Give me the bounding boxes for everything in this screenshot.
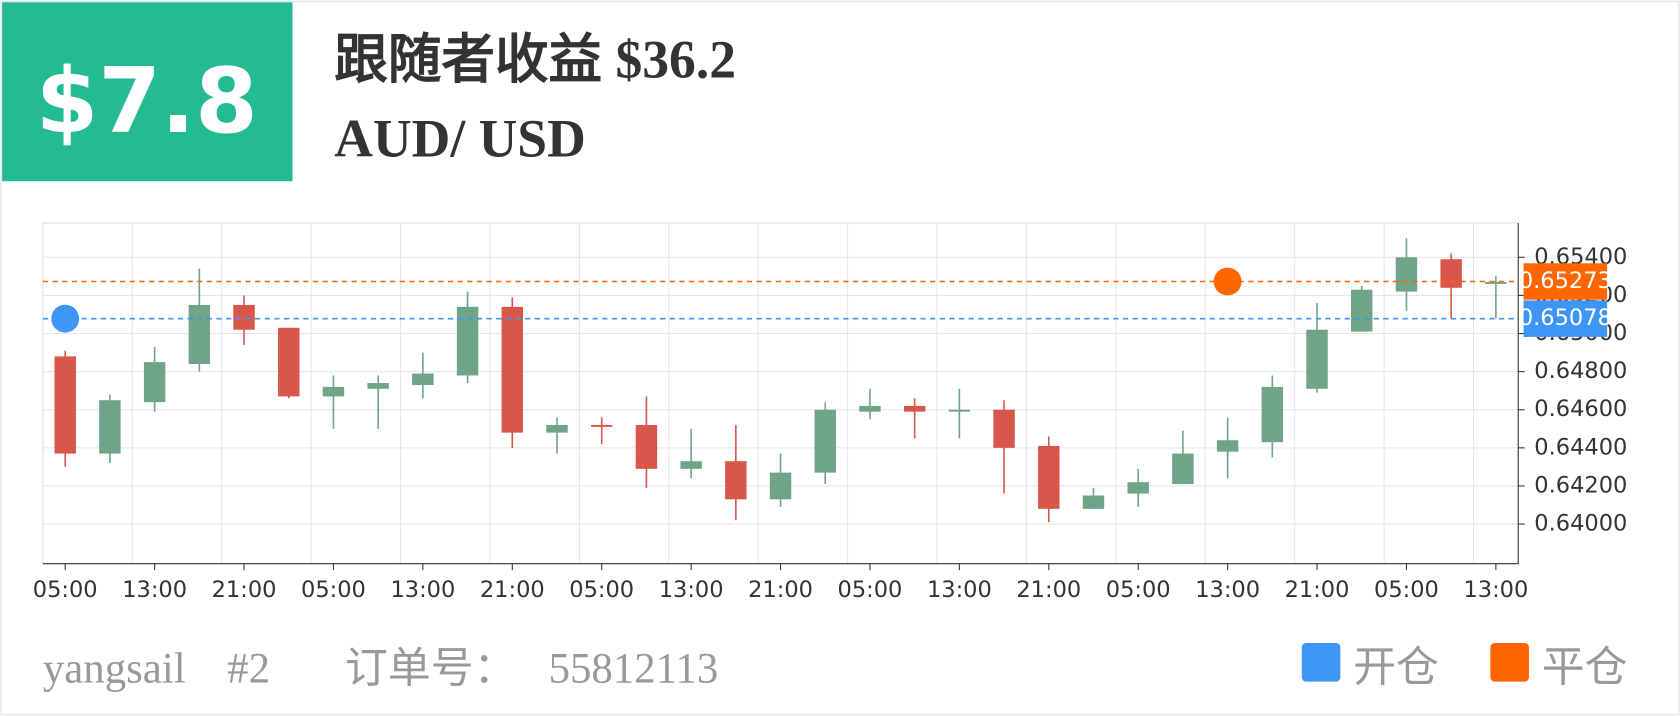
candle-body (1485, 282, 1507, 284)
x-tick-label: 05:00 (569, 577, 634, 603)
legend-label: 开仓 (1353, 645, 1439, 692)
x-tick-label: 05:00 (1106, 577, 1171, 603)
x-tick-label: 21:00 (748, 577, 813, 603)
y-tick-label: 0.64800 (1534, 358, 1627, 384)
candle-body (993, 409, 1015, 448)
x-tick-label: 13:00 (122, 577, 187, 603)
profit: $7.8 (36, 49, 258, 154)
x-tick-label: 21:00 (480, 577, 545, 603)
candle-body (501, 306, 524, 433)
candle-body (456, 306, 479, 376)
price-tag (1523, 300, 1608, 337)
x-tick-label: 21:00 (212, 577, 277, 603)
order-label: 订单号： (345, 646, 516, 693)
candle-body (143, 362, 166, 403)
legend-swatch (1490, 643, 1529, 682)
x-tick-label: 13:00 (659, 577, 724, 603)
candle-body (278, 327, 300, 397)
x-tick-label: 13:00 (390, 577, 455, 603)
x-tick-label: 05:00 (33, 577, 98, 603)
plot: 0.64000 0.64200 0.64400 0.64600 0.64800 0.650… (33, 222, 1627, 603)
price-tag (1523, 263, 1608, 300)
candle-body (1082, 495, 1105, 509)
candle-body (1216, 440, 1239, 452)
order-number: 55812113 (549, 646, 719, 693)
candle-body (99, 400, 121, 454)
candle-body (188, 304, 211, 365)
title: 跟随者收益 $36.2 (334, 29, 736, 89)
y-tick-label: 0.64200 (1534, 472, 1627, 498)
candle-body (1038, 445, 1060, 509)
candle-body (1440, 259, 1462, 288)
candle-body (1306, 329, 1328, 389)
candle-body (859, 405, 881, 412)
candle-body (814, 409, 836, 473)
x-tick-label: 21:00 (1285, 577, 1350, 603)
y-tick-label: 0.64000 (1534, 511, 1627, 537)
candle-body (54, 356, 76, 454)
profit-box (2, 2, 293, 182)
candle-body (635, 424, 658, 469)
candle-body (1261, 386, 1284, 443)
candle-body (725, 461, 747, 500)
candle-body (680, 461, 702, 469)
x-tick-label: 13:00 (927, 577, 992, 603)
x-tick-label: 05:00 (301, 577, 366, 603)
candle-body (1395, 257, 1418, 292)
legend-label: 平仓 (1542, 645, 1628, 692)
y-tick-label: 0.64600 (1534, 396, 1627, 422)
candle-body (948, 409, 971, 412)
price-tag-label: 0.65078 (1519, 305, 1612, 331)
candle-body (367, 383, 389, 389)
candle-body (1127, 482, 1149, 494)
legend-swatch (1301, 643, 1341, 682)
x-tick-label: 05:00 (838, 577, 903, 603)
candle-body (1351, 289, 1373, 332)
x-tick-label: 13:00 (1195, 577, 1260, 603)
candle-body (233, 304, 255, 330)
candle-body (322, 386, 345, 397)
y-tick-label: 0.64400 (1534, 434, 1627, 460)
x-tick-label: 13:00 (1463, 577, 1528, 603)
candle-body (546, 424, 568, 433)
candle-body (412, 373, 434, 385)
account: #2 (227, 646, 270, 693)
x-tick-label: 21:00 (1016, 577, 1081, 603)
candle-body (1172, 453, 1194, 485)
trade-marker (51, 304, 80, 333)
candle-body (769, 472, 792, 500)
trade-marker (1213, 267, 1242, 296)
candle-body (903, 405, 926, 412)
x-tick-label: 05:00 (1374, 577, 1439, 603)
candle-body (590, 424, 613, 427)
user: yangsail (43, 646, 186, 693)
price-tag-label: 0.65273 (1519, 268, 1612, 294)
symbol: AUD/ USD (334, 109, 585, 169)
